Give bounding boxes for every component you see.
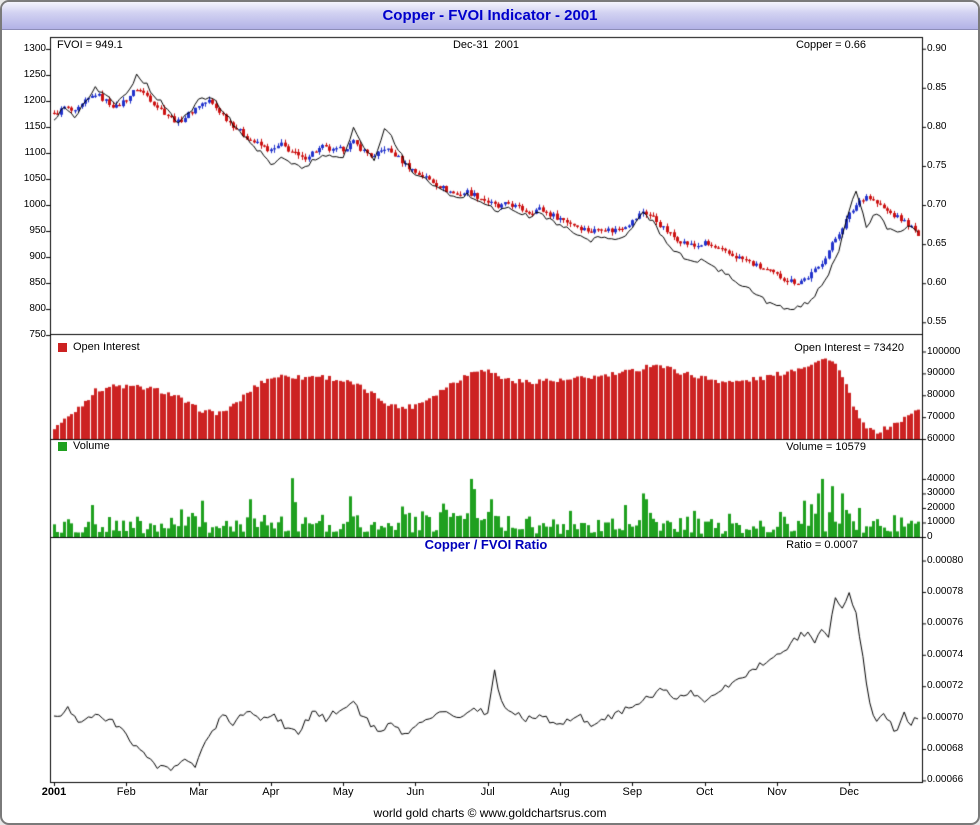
x-axis-label: Oct — [696, 786, 714, 798]
x-axis-label: Feb — [116, 786, 136, 798]
axis-tick-label: 70000 — [927, 411, 955, 423]
axis-tick-label: 40000 — [927, 472, 955, 484]
footer-credit: world gold charts © www.goldchartsrus.co… — [373, 806, 607, 820]
axis-tick-label: 10000 — [927, 516, 955, 528]
axis-tick-label: 1300 — [23, 42, 46, 54]
axis-tick-label: 0.00066 — [927, 774, 964, 786]
copper-value-label: Copper = 0.66 — [795, 39, 866, 51]
axis-tick-label: 0.70 — [927, 199, 947, 211]
volume-swatch-icon — [58, 441, 67, 451]
open-interest-value-label: Open Interest = 73420 — [794, 342, 904, 354]
open-interest-swatch-icon — [58, 342, 67, 352]
axis-tick-label: 0.00068 — [927, 743, 964, 755]
x-axis-label: Dec — [839, 786, 859, 798]
ratio-value-label: Ratio = 0.0007 — [786, 539, 858, 551]
axis-tick-label: 0.65 — [927, 238, 947, 250]
axis-tick-label: 0.00078 — [927, 585, 964, 597]
axis-tick-label: 900 — [29, 251, 46, 263]
axis-tick-label: 1150 — [24, 120, 46, 132]
axis-tick-label: 0.00070 — [927, 711, 964, 723]
open-interest-legend-label: Open Interest — [73, 341, 140, 353]
axis-tick-label: 850 — [29, 277, 46, 289]
x-axis-label: Apr — [262, 786, 280, 798]
axis-tick-label: 0.85 — [927, 81, 947, 93]
axis-tick-label: 0 — [927, 531, 933, 542]
x-axis-label: Nov — [767, 786, 787, 798]
window-titlebar: Copper - FVOI Indicator - 2001 — [2, 2, 978, 30]
axis-tick-label: 750 — [29, 329, 46, 341]
x-axis-label: Jun — [406, 786, 425, 798]
ratio-panel-title: Copper / FVOI Ratio — [424, 537, 548, 552]
x-axis-label: Sep — [622, 786, 643, 798]
axis-tick-label: 80000 — [927, 389, 955, 401]
volume-legend-label: Volume — [73, 440, 110, 452]
axis-tick-label: 90000 — [927, 367, 955, 379]
axis-tick-label: 0.55 — [927, 316, 947, 328]
axis-tick-label: 0.00076 — [927, 617, 964, 629]
axis-tick-label: 800 — [29, 303, 46, 315]
axis-tick-label: 950 — [29, 225, 46, 236]
x-axis-label: May — [332, 786, 354, 798]
axis-tick-label: 30000 — [927, 487, 955, 499]
fvoi-value-label: FVOI = 949.1 — [57, 39, 123, 51]
axis-tick-label: 60000 — [927, 433, 955, 444]
volume-legend: Volume — [58, 440, 110, 452]
axis-tick-label: 1050 — [23, 172, 46, 184]
axis-tick-label: 0.00072 — [927, 680, 964, 692]
axis-tick-label: 0.00080 — [927, 554, 964, 566]
x-axis-label: Aug — [550, 786, 570, 798]
axis-tick-label: 20000 — [927, 501, 955, 513]
open-interest-legend: Open Interest — [58, 341, 140, 353]
axis-tick-label: 0.80 — [927, 120, 947, 132]
x-axis-label: 2001 — [41, 786, 67, 798]
axis-tick-label: 0.00074 — [927, 648, 964, 660]
date-label: Dec-31 2001 — [452, 39, 520, 51]
axis-tick-label: 0.90 — [927, 42, 947, 54]
axis-tick-label: 100000 — [927, 345, 961, 357]
axis-tick-label: 1250 — [23, 68, 46, 80]
x-axis-label: Jul — [480, 786, 495, 798]
window-title: Copper - FVOI Indicator - 2001 — [382, 7, 598, 24]
volume-value-label: Volume = 10579 — [786, 441, 866, 453]
axis-tick-label: 1000 — [23, 199, 46, 210]
axis-tick-label: 1100 — [24, 146, 46, 158]
axis-tick-label: 1200 — [23, 94, 46, 106]
axis-tick-label: 0.60 — [927, 277, 947, 289]
axis-tick-label: 0.75 — [927, 159, 947, 171]
x-axis-label: Mar — [189, 786, 209, 798]
